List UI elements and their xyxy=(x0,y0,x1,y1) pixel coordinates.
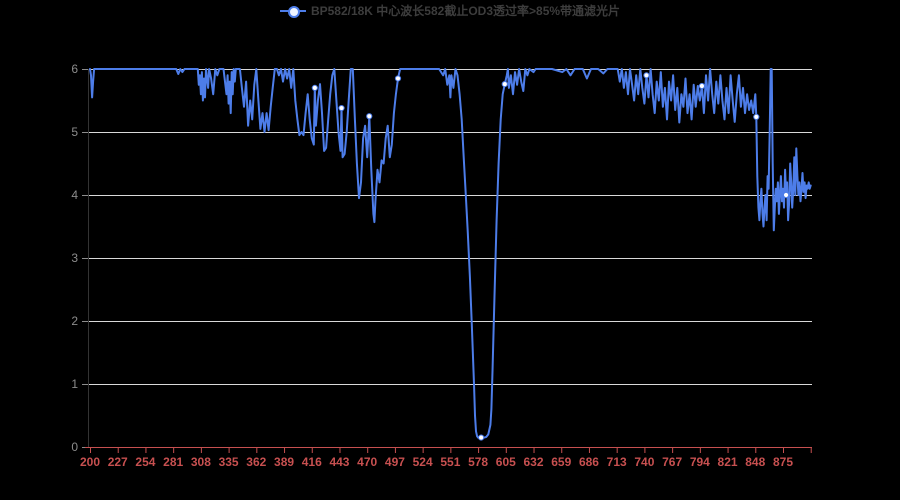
y-axis-label: 0 xyxy=(71,440,78,454)
x-axis-label: 443 xyxy=(329,455,349,469)
data-point-marker xyxy=(338,104,345,112)
legend: BP582/18K 中心波长582截止OD3透过率>85%带通滤光片 xyxy=(0,4,900,18)
x-axis-label: 686 xyxy=(579,455,599,469)
x-axis-label: 794 xyxy=(690,455,710,469)
data-point-marker xyxy=(753,113,760,120)
x-axis-label: 821 xyxy=(718,455,738,469)
y-axis-label: 4 xyxy=(71,188,78,202)
data-point-marker xyxy=(782,191,790,199)
data-point-marker xyxy=(501,81,508,88)
x-axis-label: 578 xyxy=(468,455,488,469)
x-axis-label: 254 xyxy=(135,455,155,469)
data-point-marker xyxy=(478,434,485,441)
x-axis-label: 227 xyxy=(108,455,128,469)
y-axis-label: 6 xyxy=(71,62,78,76)
x-axis-label: 524 xyxy=(413,455,433,469)
x-axis-label: 470 xyxy=(357,455,377,469)
x-axis-label: 632 xyxy=(524,455,544,469)
x-axis-label: 713 xyxy=(607,455,627,469)
y-axis-label: 1 xyxy=(71,377,78,391)
x-axis-label: 200 xyxy=(80,455,100,469)
y-axis-label: 5 xyxy=(71,125,78,139)
data-point-marker xyxy=(698,82,705,90)
x-axis-label: 308 xyxy=(191,455,211,469)
x-axis-label: 416 xyxy=(302,455,322,469)
x-axis-label: 875 xyxy=(773,455,793,469)
data-point-marker xyxy=(311,84,318,92)
data-point-marker xyxy=(394,75,402,82)
x-axis-label: 551 xyxy=(440,455,460,469)
x-axis-label: 605 xyxy=(496,455,516,469)
y-axis-label: 3 xyxy=(71,251,78,265)
legend-circle-glyph xyxy=(287,6,300,18)
series-title: BP582/18K 中心波长582截止OD3透过率>85%带通滤光片 xyxy=(310,4,621,18)
x-axis-label: 335 xyxy=(219,455,239,469)
x-axis-label: 740 xyxy=(634,455,654,469)
data-point-marker xyxy=(643,72,650,79)
x-axis-label: 281 xyxy=(163,455,183,469)
x-axis-label: 389 xyxy=(274,455,294,469)
x-axis-label: 497 xyxy=(385,455,405,469)
x-axis-label: 767 xyxy=(662,455,682,469)
x-axis-label: 659 xyxy=(551,455,571,469)
spectrum-line xyxy=(89,68,812,440)
data-point-marker xyxy=(366,113,373,120)
series-legend-icon xyxy=(279,6,306,18)
y-axis-label: 2 xyxy=(71,314,78,328)
legend-item[interactable]: BP582/18K 中心波长582截止OD3透过率>85%带通滤光片 xyxy=(279,4,621,18)
x-axis-label: 362 xyxy=(246,455,266,469)
x-axis-label: 848 xyxy=(745,455,765,469)
